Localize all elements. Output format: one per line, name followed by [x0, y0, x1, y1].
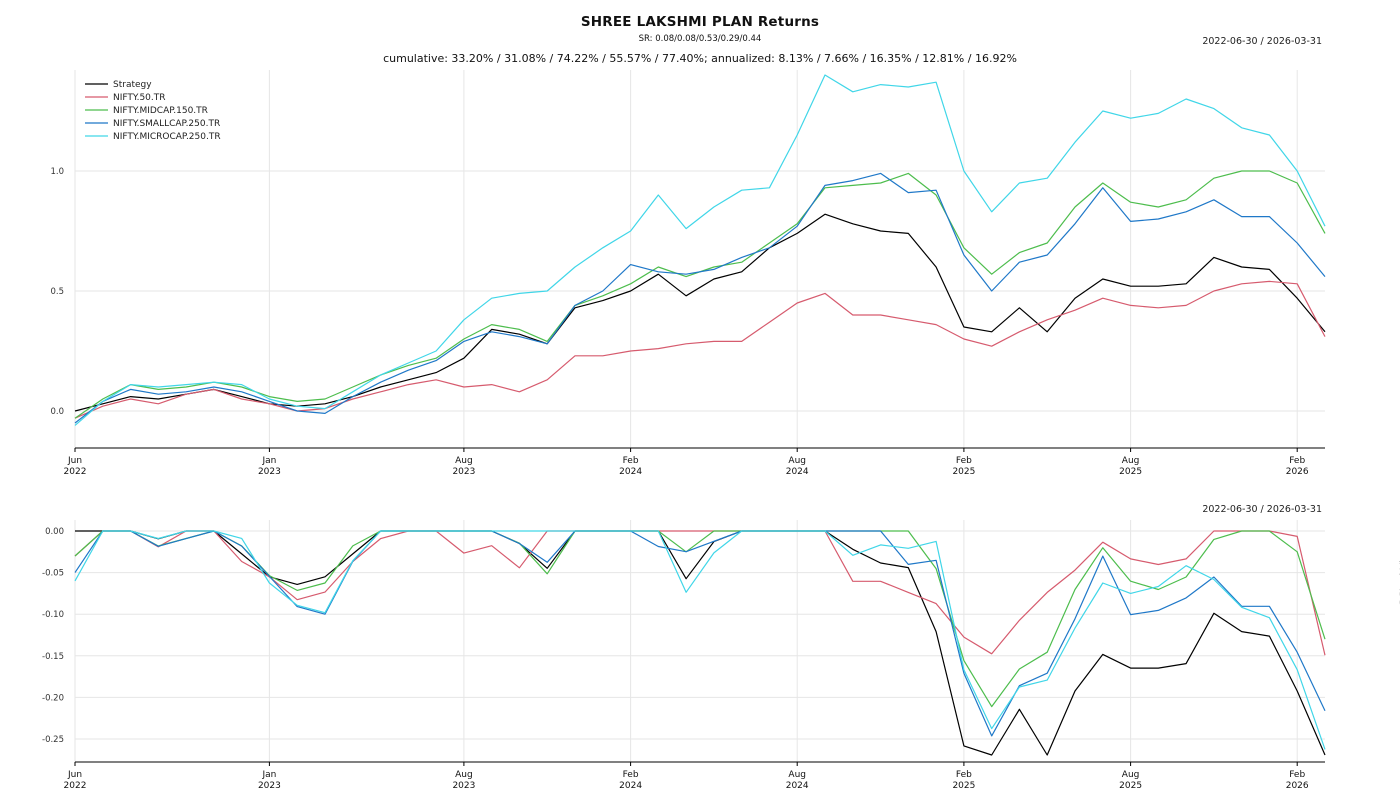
x-axis-month-label: Jun [67, 456, 82, 466]
x-axis-year-label: 2023 [258, 781, 281, 791]
series-line-nifty-smallcap-250-tr [74, 530, 1326, 737]
x-axis-month-label: Jan [261, 456, 276, 466]
y-axis-tick-label: -0.20 [42, 693, 64, 703]
legend-label: NIFTY.MIDCAP.150.TR [113, 106, 208, 116]
x-axis-year-label: 2022 [64, 467, 87, 477]
x-axis-year-label: 2023 [258, 467, 281, 477]
x-axis-month-label: Jun [67, 770, 82, 780]
x-axis-month-label: Aug [1122, 770, 1140, 780]
x-axis-year-label: 2026 [1286, 781, 1309, 791]
x-axis-year-label: 2024 [619, 781, 642, 791]
y-axis-tick-label: 0.5 [50, 287, 64, 297]
x-axis-year-label: 2025 [952, 467, 975, 477]
x-axis-month-label: Aug [455, 770, 473, 780]
series-line-nifty-50-tr [74, 530, 1326, 656]
date-range-top: 2022-06-30 / 2026-03-31 [1202, 36, 1322, 47]
series-line-nifty-50-tr [74, 280, 1326, 419]
x-axis-year-label: 2025 [1119, 781, 1142, 791]
chart-title: SHREE LAKSHMI PLAN Returns [580, 14, 820, 30]
date-range-bottom: 2022-06-30 / 2026-03-31 [1202, 504, 1322, 515]
x-axis-month-label: Feb [1289, 770, 1305, 780]
legend-label: NIFTY.50.TR [113, 93, 166, 103]
x-axis-year-label: 2026 [1286, 467, 1309, 477]
series-line-strategy [75, 530, 1326, 756]
cumulative-returns-chart: 0.00.51.0Jun2022Jan2023Aug2023Feb2024Aug… [50, 70, 1326, 477]
y-axis-tick-label: -0.15 [42, 652, 64, 662]
legend-label: NIFTY.MICROCAP.250.TR [113, 132, 221, 142]
x-axis-month-label: Feb [956, 456, 972, 466]
returns-summary-line: cumulative: 33.20% / 31.08% / 74.22% / 5… [383, 52, 1017, 65]
y-axis-tick-label: 0.0 [50, 407, 64, 417]
series-line-nifty-midcap-150-tr [74, 170, 1326, 419]
x-axis-month-label: Aug [788, 770, 806, 780]
x-axis-month-label: Aug [455, 456, 473, 466]
x-axis-year-label: 2024 [619, 467, 642, 477]
x-axis-year-label: 2024 [786, 467, 809, 477]
y-axis-tick-label: 1.0 [50, 167, 64, 177]
series-line-nifty-microcap-250-tr [74, 74, 1326, 426]
y-axis-tick-label: -0.10 [42, 610, 64, 620]
x-axis-month-label: Feb [623, 770, 639, 780]
legend-label: Strategy [113, 80, 152, 90]
x-axis-month-label: Aug [788, 456, 806, 466]
drawdown-chart: 0.00-0.05-0.10-0.15-0.20-0.25Jun2022Jan2… [42, 520, 1326, 791]
y-axis-tick-label: 0.00 [45, 527, 64, 537]
series-line-nifty-midcap-150-tr [74, 530, 1326, 708]
x-axis-month-label: Aug [1122, 456, 1140, 466]
x-axis-year-label: 2024 [786, 781, 809, 791]
y-axis-tick-label: -0.05 [42, 569, 64, 579]
x-axis-year-label: 2023 [452, 467, 475, 477]
x-axis-year-label: 2022 [64, 781, 87, 791]
x-axis-year-label: 2025 [952, 781, 975, 791]
series-line-nifty-microcap-250-tr [74, 530, 1326, 750]
series-line-strategy [74, 213, 1326, 412]
x-axis-year-label: 2023 [452, 781, 475, 791]
legend-label: NIFTY.SMALLCAP.250.TR [113, 119, 220, 129]
x-axis-month-label: Feb [956, 770, 972, 780]
series-line-nifty-smallcap-250-tr [74, 172, 1326, 424]
x-axis-month-label: Jan [261, 770, 276, 780]
sharpe-ratio-subtitle: SR: 0.08/0.08/0.53/0.29/0.44 [638, 34, 762, 44]
x-axis-month-label: Feb [623, 456, 639, 466]
x-axis-year-label: 2025 [1119, 467, 1142, 477]
x-axis-month-label: Feb [1289, 456, 1305, 466]
y-axis-tick-label: -0.25 [42, 735, 64, 745]
